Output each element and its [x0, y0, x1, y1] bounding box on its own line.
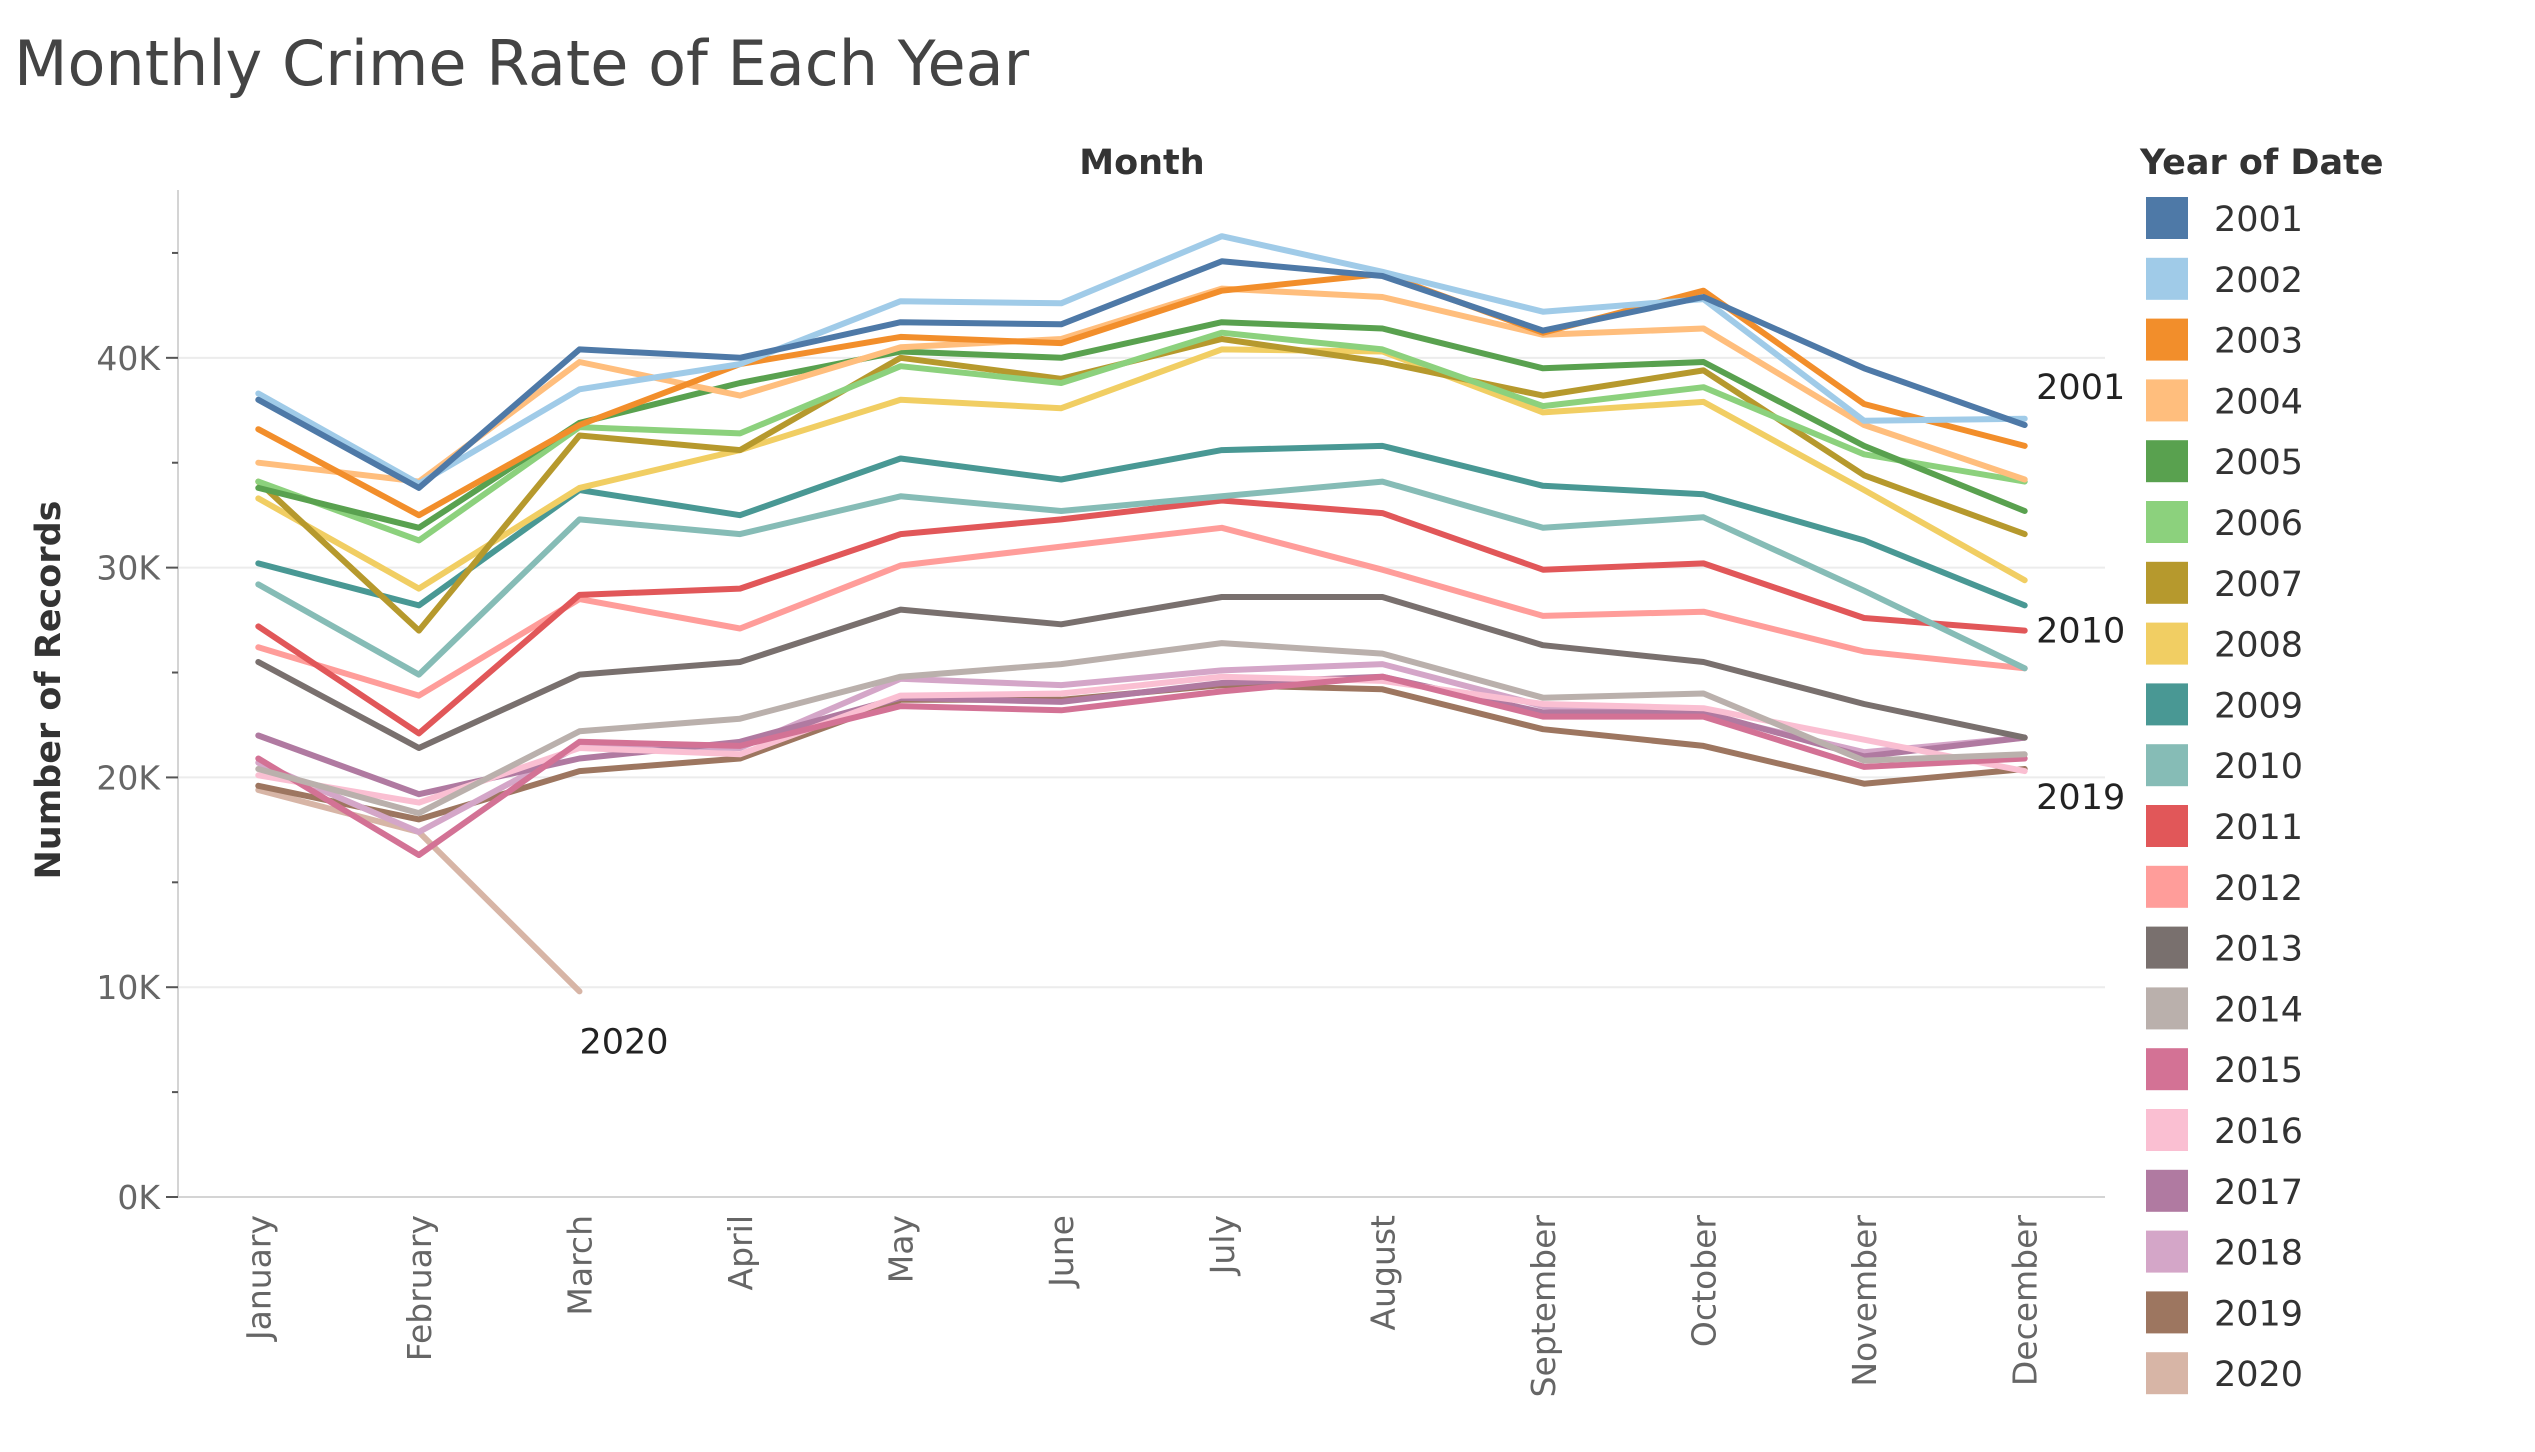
legend-swatch-2007: [2146, 561, 2188, 604]
legend-swatch-2003: [2146, 318, 2188, 361]
legend-swatch-2001: [2146, 197, 2188, 239]
legend-label-2017: 2017: [2214, 1173, 2303, 1213]
x-tick-label: November: [1845, 1215, 1884, 1387]
end-label-2020: 2020: [579, 1022, 668, 1062]
legend-swatch-2005: [2146, 440, 2188, 483]
legend-label-2004: 2004: [2214, 382, 2303, 422]
x-tick-label: May: [882, 1215, 921, 1283]
y-tick-label: 30K: [96, 549, 161, 588]
legend: 2001 2002 2003 2004 2005 2006 2007 2008 2009 2010…: [2146, 197, 2303, 1395]
legend-swatch-2017: [2146, 1169, 2188, 1212]
legend-label-2016: 2016: [2214, 1112, 2303, 1152]
legend-swatch-2014: [2146, 987, 2188, 1030]
series-line-2001: [255, 258, 2028, 491]
series-line-2014: [255, 640, 2028, 817]
x-tick-label: July: [1203, 1215, 1242, 1276]
legend-label-2010: 2010: [2214, 747, 2303, 787]
axes: [166, 190, 2105, 1198]
legend-label-2014: 2014: [2214, 990, 2303, 1030]
x-axis-title: Month: [1079, 143, 1204, 183]
legend-label-2018: 2018: [2214, 1234, 2303, 1274]
end-labels: 2001 2010 2019 2020: [579, 368, 2125, 1062]
x-tick-label: June: [1042, 1215, 1081, 1289]
series-line-2007: [255, 336, 2028, 634]
series-line-2010: [255, 478, 2028, 678]
legend-swatch-2019: [2146, 1291, 2188, 1334]
series-line-2018: [255, 661, 2028, 835]
x-tick-label: February: [400, 1215, 439, 1361]
end-label-2001: 2001: [2036, 368, 2125, 408]
y-axis-title: Number of Records: [29, 500, 69, 879]
legend-label-2006: 2006: [2214, 504, 2303, 544]
legend-swatch-2018: [2146, 1230, 2188, 1273]
series-line-2017: [255, 673, 2028, 798]
legend-swatch-2009: [2146, 683, 2188, 726]
legend-label-2012: 2012: [2214, 869, 2303, 909]
legend-swatch-2004: [2146, 379, 2188, 422]
legend-label-2011: 2011: [2214, 808, 2303, 848]
legend-label-2005: 2005: [2214, 443, 2303, 483]
legend-swatch-2010: [2146, 744, 2188, 787]
legend-swatch-2011: [2146, 805, 2188, 847]
chart-title: Monthly Crime Rate of Each Year: [14, 27, 1030, 100]
legend-label-2001: 2001: [2214, 200, 2303, 240]
legend-swatch-2012: [2146, 865, 2188, 908]
legend-label-2013: 2013: [2214, 930, 2303, 970]
legend-label-2020: 2020: [2214, 1355, 2303, 1395]
legend-swatch-2006: [2146, 501, 2188, 543]
end-label-2019: 2019: [2036, 778, 2125, 818]
legend-label-2007: 2007: [2214, 565, 2303, 605]
legend-swatch-2015: [2146, 1048, 2188, 1091]
legend-swatch-2008: [2146, 622, 2188, 665]
x-tick-label: March: [560, 1215, 599, 1316]
series-line-2008: [255, 346, 2028, 592]
series-line-2006: [255, 329, 2028, 544]
legend-swatch-2013: [2146, 926, 2188, 969]
legend-label-2009: 2009: [2214, 686, 2303, 726]
legend-label-2003: 2003: [2214, 322, 2303, 362]
x-tick-label: October: [1685, 1215, 1724, 1347]
series-line-2015: [255, 673, 2028, 858]
series-line-2002: [255, 233, 2028, 487]
legend-label-2008: 2008: [2214, 626, 2303, 666]
series-line-2011: [255, 497, 2028, 737]
y-tick-label: 40K: [96, 339, 161, 378]
series-lines: [255, 233, 2028, 995]
x-tick-label: September: [1524, 1215, 1563, 1398]
series-line-2019: [255, 682, 2028, 823]
legend-label-2019: 2019: [2214, 1294, 2303, 1334]
x-tick-label: August: [1363, 1215, 1402, 1331]
x-tick-labels: January February March April May June July Augu…: [239, 1215, 2044, 1398]
series-line-2009: [255, 442, 2028, 609]
legend-label-2002: 2002: [2214, 261, 2303, 301]
y-tick-label: 0K: [117, 1178, 161, 1217]
legend-swatch-2020: [2146, 1352, 2188, 1395]
legend-label-2015: 2015: [2214, 1051, 2303, 1091]
x-tick-label: January: [239, 1215, 278, 1342]
series-line-2013: [255, 594, 2028, 751]
x-tick-label: December: [2006, 1215, 2045, 1387]
y-tick-label: 10K: [96, 968, 161, 1007]
legend-swatch-2016: [2146, 1109, 2188, 1151]
y-tick-labels: 0K 10K 20K 30K 40K: [96, 339, 161, 1217]
x-tick-label: April: [721, 1215, 760, 1290]
legend-swatch-2002: [2146, 257, 2188, 300]
legend-title: Year of Date: [2139, 143, 2384, 183]
end-label-2010: 2010: [2036, 611, 2125, 651]
y-tick-label: 20K: [96, 758, 161, 797]
